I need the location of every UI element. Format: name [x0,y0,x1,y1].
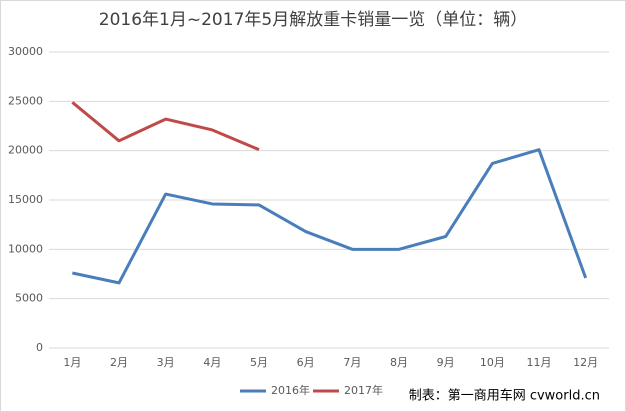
x-tick-label: 5月 [250,356,268,369]
x-tick-label: 6月 [297,356,315,369]
x-tick-label: 3月 [157,356,175,369]
y-tick-label: 5000 [15,292,43,305]
series-line [71,101,260,152]
x-tick-label: 11月 [527,356,552,369]
y-tick-label: 30000 [8,45,43,58]
y-tick-label: 0 [36,341,43,354]
legend-label: 2016年 [271,383,310,397]
x-tick-label: 1月 [63,356,81,369]
x-tick-label: 8月 [390,356,408,369]
legend-label: 2017年 [344,383,383,397]
x-tick-label: 10月 [480,356,505,369]
credit: 制表：第一商用车网 cvworld.cn [409,388,600,404]
y-tick-label: 10000 [8,242,43,255]
x-tick-label: 12月 [573,356,598,369]
series-line [72,148,588,285]
x-tick-label: 9月 [437,356,455,369]
x-tick-label: 2月 [110,356,128,369]
x-tick-label: 4月 [203,356,221,369]
y-tick-label: 25000 [8,94,43,107]
x-tick-label: 7月 [343,356,361,369]
y-tick-label: 20000 [8,144,43,157]
chart-title: 2016年1月~2017年5月解放重卡销量一览（单位：辆） [99,10,527,30]
y-tick-label: 15000 [8,193,43,206]
